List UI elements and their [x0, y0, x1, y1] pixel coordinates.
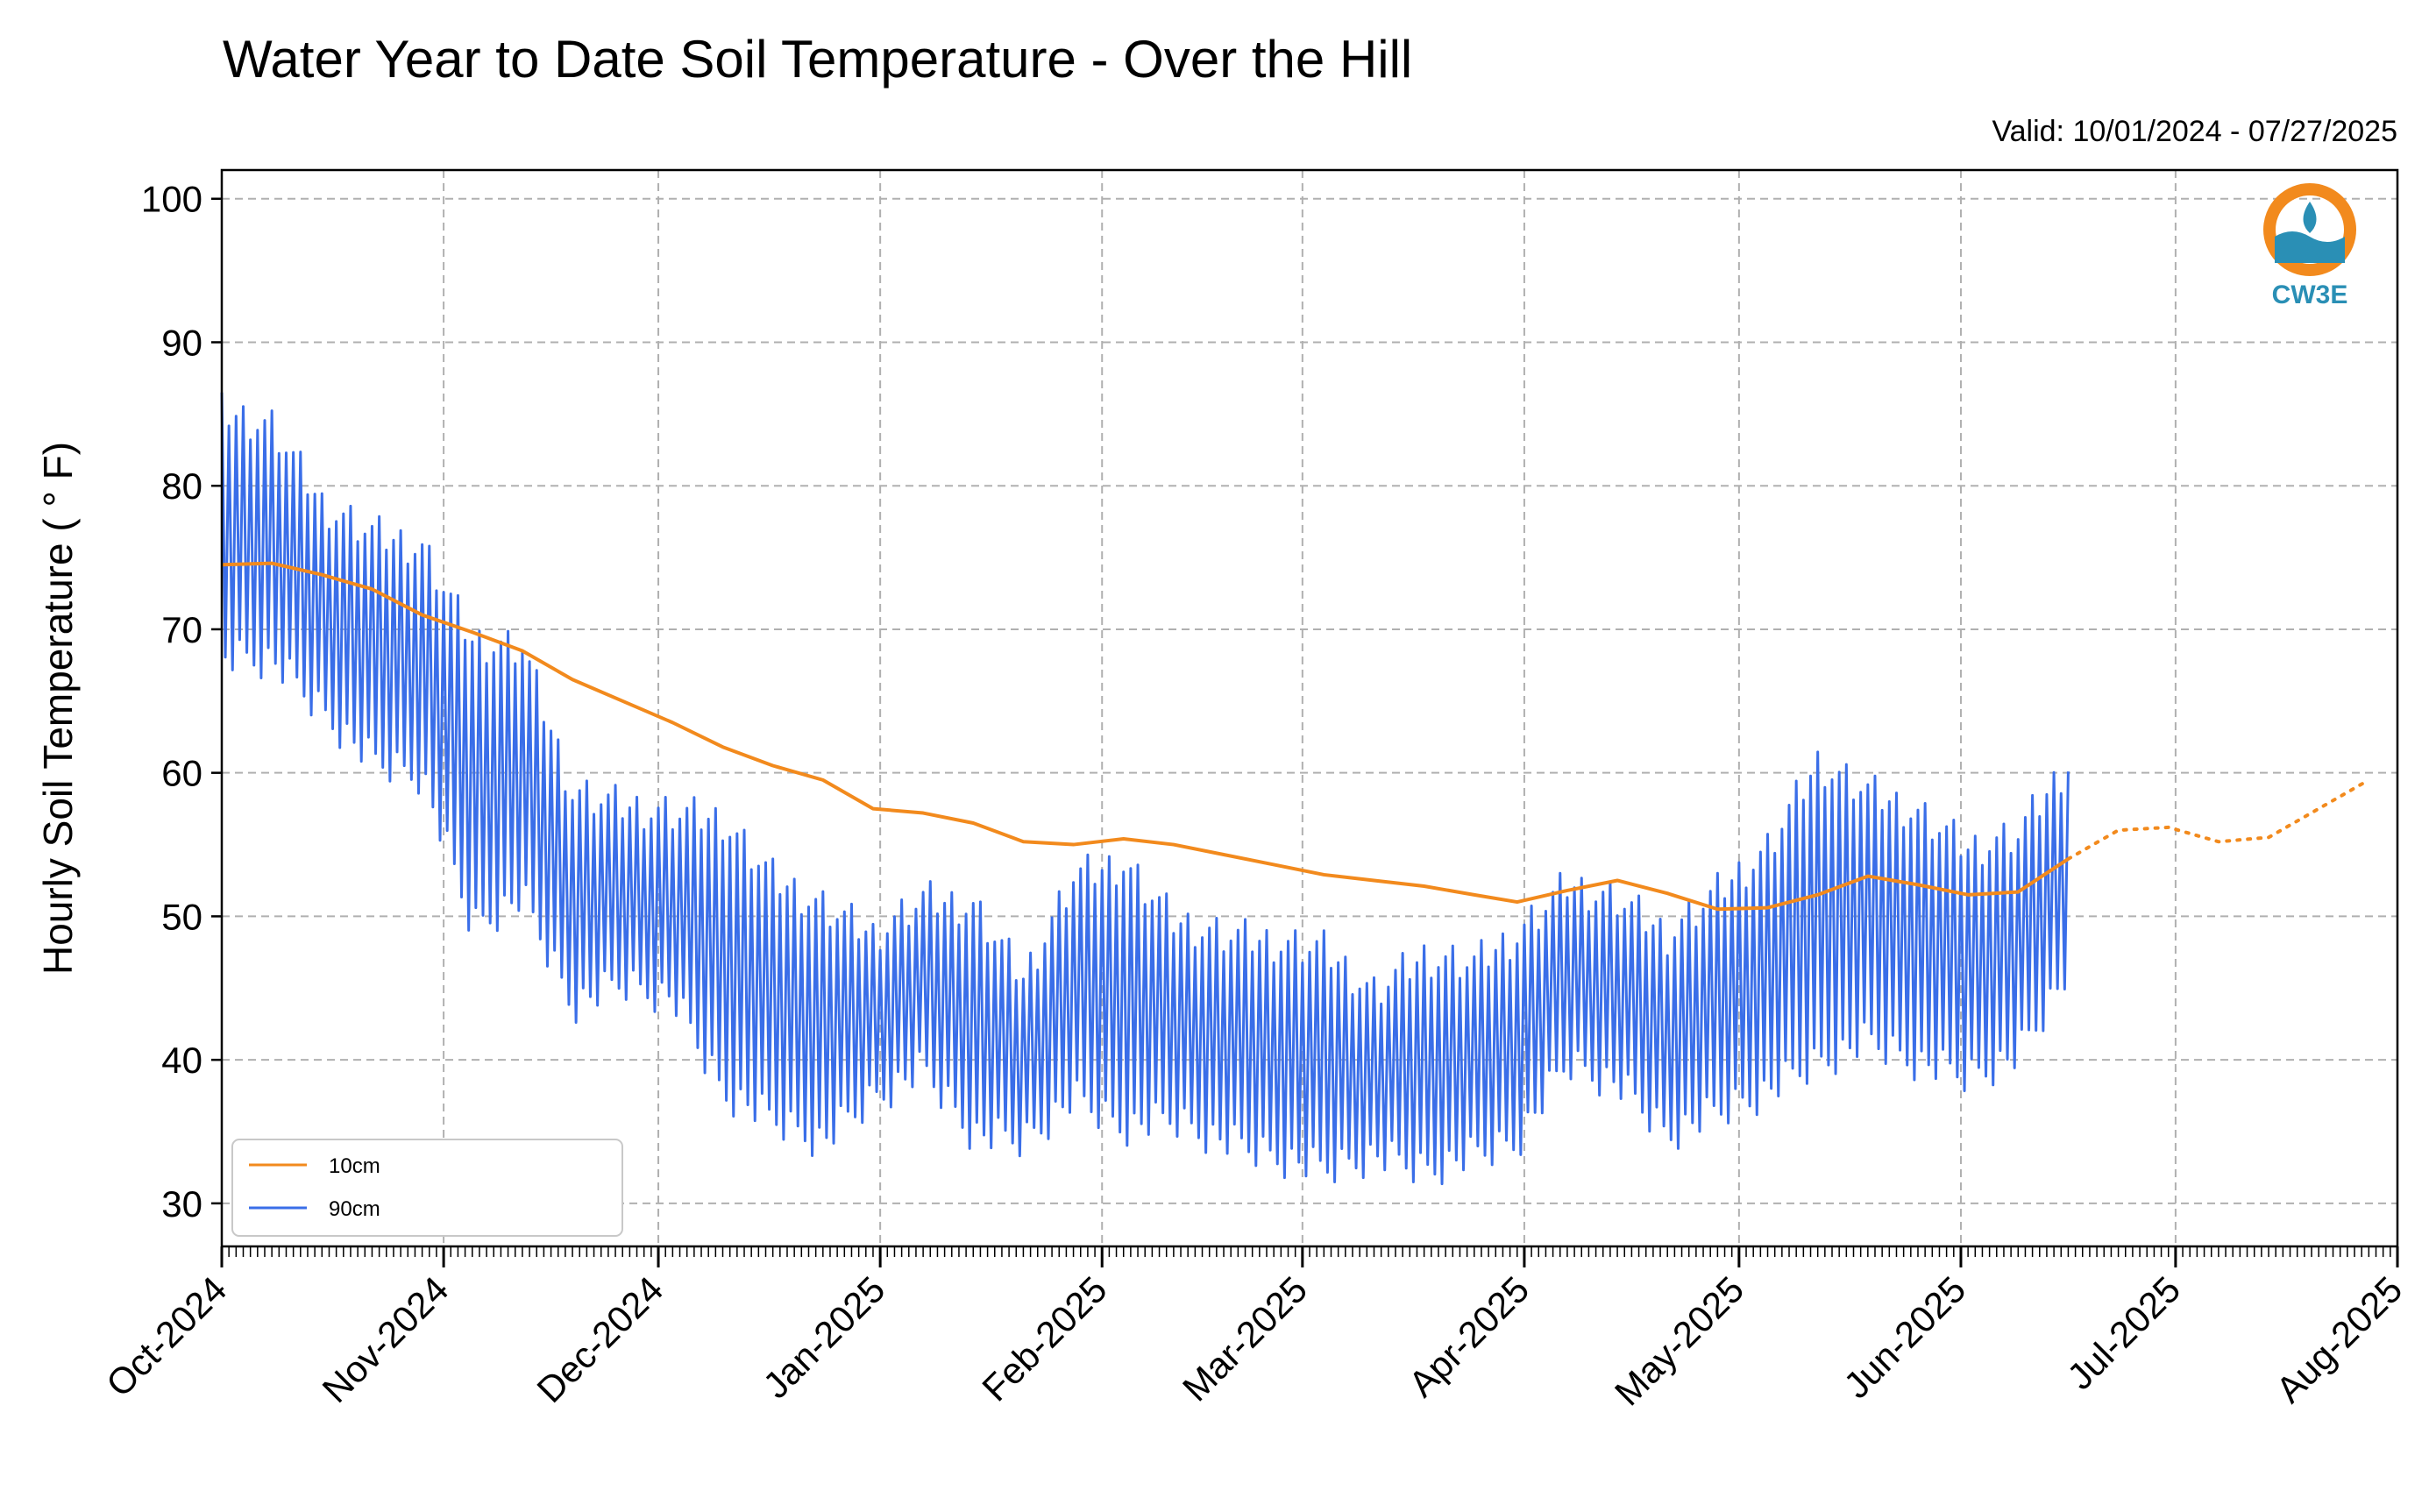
legend-label-10cm: 10cm: [329, 1154, 380, 1178]
logo-text: CW3E: [2272, 280, 2348, 309]
logo-wave-icon: [2275, 231, 2345, 263]
y-tick-label-70: 70: [161, 609, 202, 650]
x-tick-label-Oct-2024: Oct-2024: [98, 1268, 234, 1404]
plot-area: [220, 392, 2371, 1186]
x-tick-label-Jul-2025: Jul-2025: [2059, 1268, 2188, 1397]
y-tick-label-90: 90: [161, 322, 202, 363]
series-10cm-line: [221, 561, 2070, 912]
y-tick-label-80: 80: [161, 465, 202, 507]
x-tick-label-Jan-2025: Jan-2025: [755, 1268, 892, 1406]
y-tick-label-100: 100: [141, 179, 202, 220]
x-tick-label-Dec-2024: Dec-2024: [529, 1268, 671, 1410]
logo-ring: [2263, 183, 2356, 276]
y-tick-label-40: 40: [161, 1040, 202, 1081]
y-tick-label-60: 60: [161, 753, 202, 794]
series-10cm-dotted-line: [2066, 777, 2371, 861]
legend-box: [231, 1139, 623, 1237]
chart-title: Water Year to Date Soil Temperature - Ov…: [223, 30, 1412, 89]
series-90cm-line: [220, 392, 2070, 1186]
x-tick-label-May-2025: May-2025: [1607, 1268, 1751, 1413]
x-tick-label-Mar-2025: Mar-2025: [1175, 1268, 1315, 1409]
cw3e-logo: CW3E: [2263, 183, 2356, 309]
legend-label-90cm: 90cm: [329, 1197, 380, 1221]
y-tick-label-30: 30: [161, 1183, 202, 1225]
y-tick-label-50: 50: [161, 896, 202, 937]
legend: 10cm 90cm: [231, 1139, 623, 1237]
chart-subtitle: Valid: 10/01/2024 - 07/27/2025: [1992, 115, 2397, 148]
x-minor-ticks: [221, 1246, 2398, 1257]
x-tick-label-Nov-2024: Nov-2024: [314, 1268, 456, 1410]
grid: [222, 170, 2397, 1246]
plot-frame: [220, 168, 2399, 1248]
x-tick-label-Aug-2025: Aug-2025: [2268, 1268, 2410, 1410]
x-tick-label-Feb-2025: Feb-2025: [974, 1268, 1114, 1409]
y-axis-label: Hourly Soil Temperature ( ° F): [35, 442, 81, 975]
x-tick-label-Apr-2025: Apr-2025: [1401, 1268, 1537, 1404]
x-tick-label-Jun-2025: Jun-2025: [1836, 1268, 1973, 1406]
logo-drop-icon: [2303, 202, 2317, 233]
